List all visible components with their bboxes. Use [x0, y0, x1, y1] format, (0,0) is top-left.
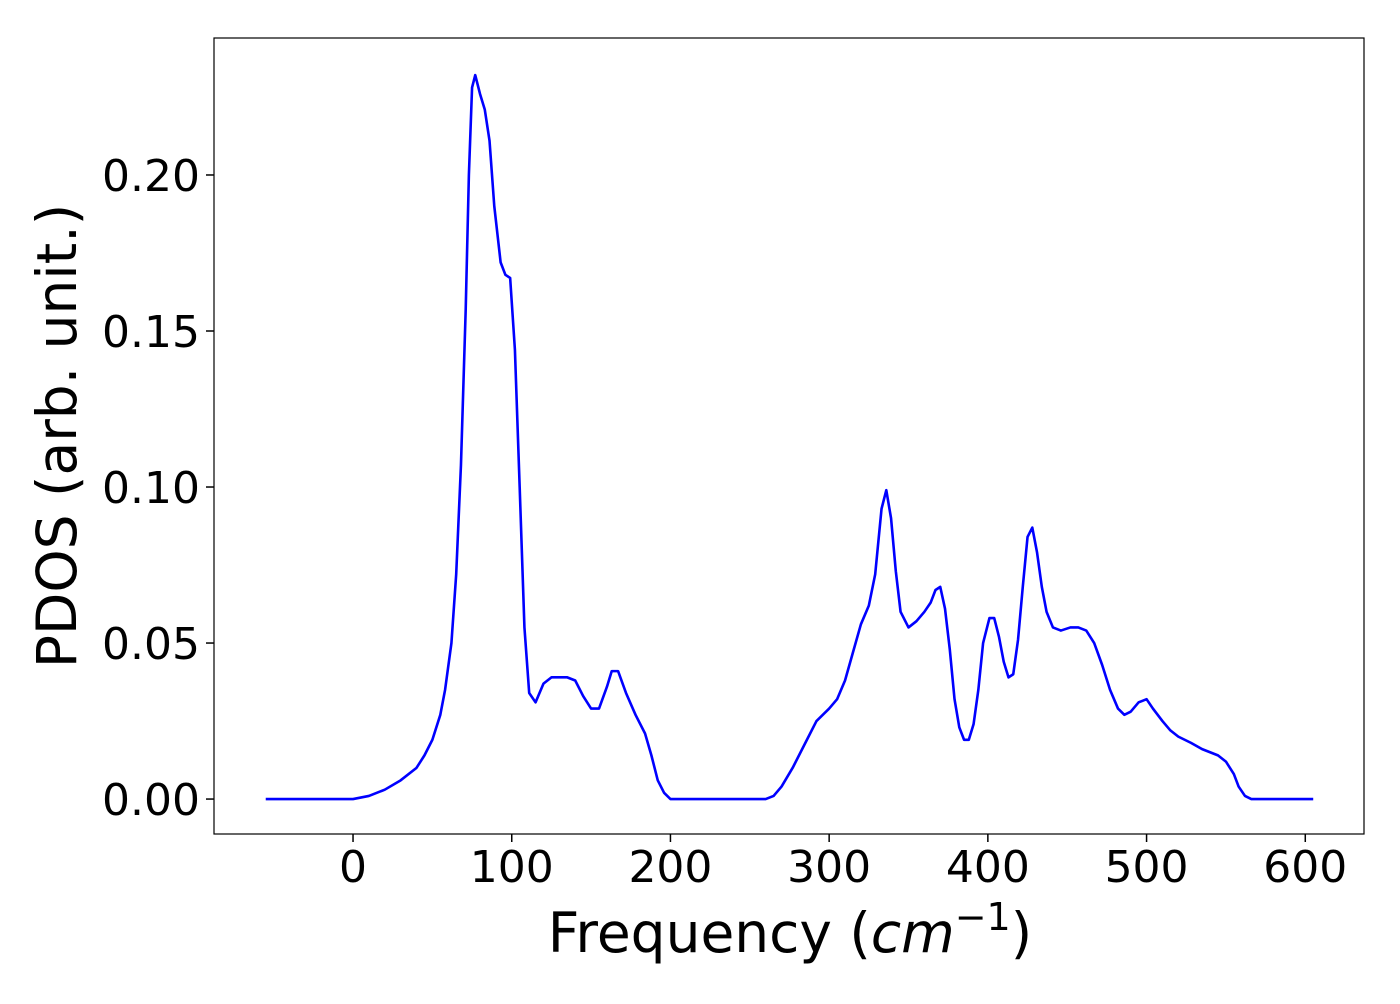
x-tick-label: 100 [470, 842, 554, 893]
y-tick-label: 0.15 [102, 307, 200, 358]
y-tick-label: 0.20 [102, 151, 200, 202]
x-tick-label: 500 [1105, 842, 1189, 893]
x-tick-label: 300 [787, 842, 871, 893]
x-tick-label: 400 [946, 842, 1030, 893]
x-tick-label: 600 [1263, 842, 1347, 893]
y-tick-label: 0.00 [102, 775, 200, 826]
y-axis-label: PDOS (arb. unit.) [25, 204, 89, 668]
x-tick-label: 0 [339, 842, 367, 893]
y-tick-label: 0.05 [102, 619, 200, 670]
data-line [265, 73, 1314, 801]
x-tick-label: 200 [628, 842, 712, 893]
plot-frame [213, 37, 1365, 835]
x-axis-label: Frequency (cm−1) [548, 895, 1032, 965]
y-tick-label: 0.10 [102, 463, 200, 514]
